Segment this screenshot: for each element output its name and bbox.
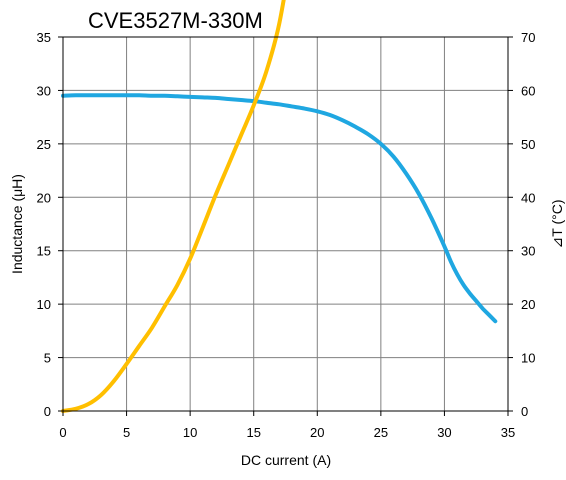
x-tick-label: 15 (246, 425, 260, 440)
x-tick-label: 10 (183, 425, 197, 440)
y2-tick-label: 0 (521, 404, 528, 419)
y2-tick-label: 50 (521, 137, 535, 152)
series-layer (61, 0, 498, 413)
y-tick-label: 20 (37, 190, 51, 205)
x-tick-label: 25 (374, 425, 388, 440)
x-axis-label: DC current (A) (241, 452, 331, 468)
x-tick-label: 20 (310, 425, 324, 440)
y-axis-label: Inductance (μH) (9, 174, 25, 274)
chart-title: CVE3527M-330M (88, 8, 263, 33)
x-tick-label: 5 (123, 425, 130, 440)
x-tick-label: 30 (437, 425, 451, 440)
y2-tick-label: 20 (521, 297, 535, 312)
y2-axis-label: ⊿T (°C) (549, 200, 565, 249)
y-tick-label: 15 (37, 244, 51, 259)
y-tick-label: 30 (37, 83, 51, 98)
y2-tick-label: 30 (521, 244, 535, 259)
y2-tick-label: 60 (521, 83, 535, 98)
temperature-rise-line (61, 0, 286, 413)
tick-layer: 0 5 10 15 20 25 30 35 0 5 10 15 20 25 30 35 0 10 20 30 40 50 6… (37, 30, 536, 440)
y-tick-label: 5 (44, 351, 51, 366)
y-tick-label: 25 (37, 137, 51, 152)
y2-tick-label: 10 (521, 351, 535, 366)
y-tick-label: 0 (44, 404, 51, 419)
inductance-line (61, 93, 498, 324)
y-tick-label: 35 (37, 30, 51, 45)
x-tick-label: 0 (59, 425, 66, 440)
plot-frame (62, 36, 509, 412)
y2-tick-label: 70 (521, 30, 535, 45)
grid (63, 37, 508, 411)
y2-tick-label: 40 (521, 190, 535, 205)
x-tick-label: 35 (501, 425, 515, 440)
y-tick-label: 10 (37, 297, 51, 312)
